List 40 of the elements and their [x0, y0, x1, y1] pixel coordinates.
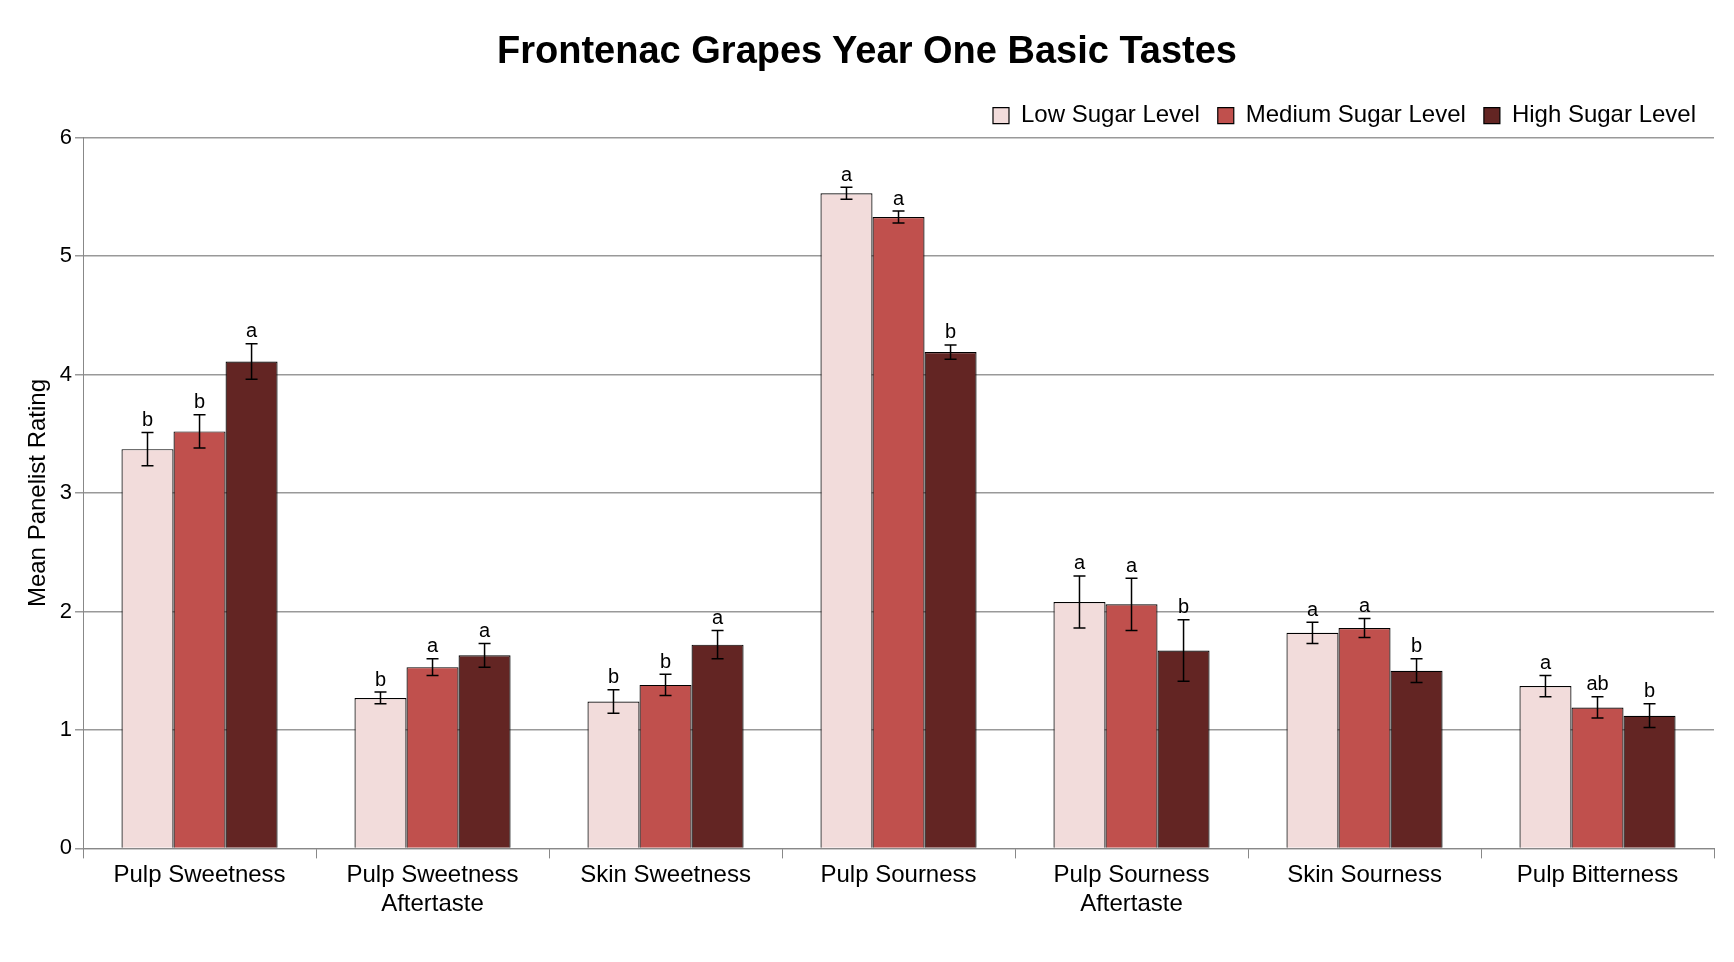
data-label: a: [1539, 650, 1552, 673]
y-tick-label: 4: [59, 360, 73, 386]
legend-label: High Sugar Level: [1511, 100, 1697, 128]
x-tick-label: Pulp Sweetness Aftertaste: [346, 860, 519, 917]
data-label: b: [193, 390, 206, 413]
data-label: a: [426, 634, 439, 657]
legend-label: Low Sugar Level: [1020, 100, 1200, 128]
y-tick-label: 1: [59, 716, 73, 741]
data-label: b: [1410, 634, 1423, 657]
chart-title: Frontenac Grapes Year One Basic Tastes: [497, 29, 1237, 72]
data-label: b: [141, 408, 154, 431]
x-tick-label: Pulp Bitterness: [1516, 860, 1679, 888]
data-label: a: [1125, 553, 1138, 576]
y-tick-label: 5: [59, 242, 73, 268]
data-label: a: [840, 162, 853, 185]
x-tick-label: Skin Sourness: [1287, 860, 1442, 888]
data-label: b: [1643, 679, 1656, 702]
data-label: a: [1306, 597, 1319, 620]
y-tick-label: 6: [59, 123, 73, 149]
data-label: a: [892, 186, 905, 209]
x-tick-label: Pulp Sweetness: [113, 860, 286, 888]
data-label: a: [479, 618, 491, 641]
x-tick-label: Pulp Sourness Aftertaste: [1053, 860, 1210, 917]
legend-label: Medium Sugar Level: [1245, 100, 1466, 128]
data-label: a: [1358, 594, 1371, 617]
x-tick-label: Skin Sweetness: [580, 860, 751, 888]
data-label: b: [944, 320, 957, 343]
data-label: a: [246, 319, 259, 342]
data-label: b: [1177, 595, 1190, 618]
y-axis-title: Mean Panelist Rating: [23, 378, 51, 608]
data-label: b: [659, 649, 672, 672]
data-label: a: [1073, 551, 1086, 574]
y-tick-label: 2: [59, 597, 73, 623]
data-label: ab: [1586, 672, 1609, 695]
data-label: a: [712, 605, 724, 628]
data-label: b: [374, 667, 387, 690]
y-tick-label: 3: [59, 479, 73, 505]
y-tick-label: 0: [59, 834, 73, 860]
x-tick-label: Pulp Sourness: [820, 860, 977, 888]
data-label: b: [607, 665, 620, 688]
